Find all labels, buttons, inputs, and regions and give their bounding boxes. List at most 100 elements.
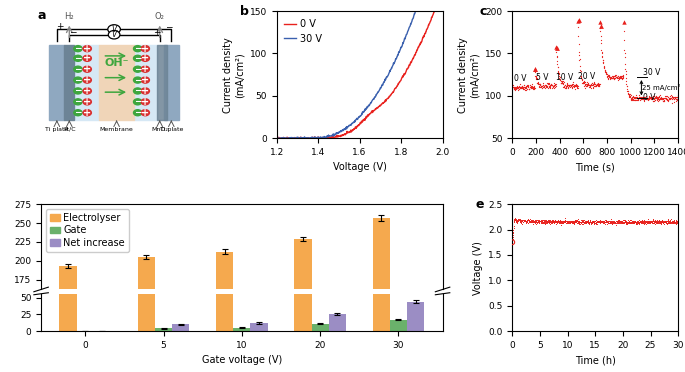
Point bbox=[529, 85, 540, 91]
Point bbox=[521, 87, 532, 93]
Point bbox=[540, 221, 551, 227]
Point bbox=[593, 218, 604, 224]
Point bbox=[586, 82, 597, 88]
Point bbox=[620, 65, 631, 71]
Point bbox=[589, 220, 600, 226]
Point bbox=[531, 75, 542, 81]
Point bbox=[551, 53, 562, 59]
Point bbox=[564, 83, 575, 89]
X-axis label: Time (h): Time (h) bbox=[575, 355, 616, 365]
Point bbox=[621, 221, 632, 227]
Point bbox=[511, 216, 522, 222]
Point bbox=[537, 83, 548, 89]
Point bbox=[518, 218, 529, 224]
Point bbox=[613, 217, 624, 223]
Point bbox=[523, 86, 534, 92]
Point bbox=[580, 82, 590, 88]
Point bbox=[649, 218, 660, 224]
Text: +: + bbox=[141, 75, 149, 85]
Point bbox=[614, 219, 625, 225]
Point bbox=[540, 82, 551, 88]
Point bbox=[545, 221, 556, 227]
Point bbox=[621, 81, 632, 87]
Point bbox=[630, 219, 641, 225]
Point bbox=[649, 95, 660, 101]
Point bbox=[545, 83, 556, 89]
Point bbox=[649, 97, 660, 103]
Point bbox=[512, 216, 523, 222]
Point bbox=[570, 219, 581, 225]
Point bbox=[580, 218, 591, 224]
Circle shape bbox=[83, 88, 91, 94]
Point bbox=[647, 220, 658, 226]
Point bbox=[527, 219, 538, 225]
Point bbox=[586, 219, 597, 225]
Point bbox=[625, 96, 636, 102]
Point bbox=[509, 84, 520, 90]
Point bbox=[611, 218, 622, 224]
Point bbox=[668, 218, 679, 224]
Point bbox=[660, 218, 671, 224]
Point bbox=[669, 219, 680, 225]
Text: b: b bbox=[240, 5, 249, 18]
Point bbox=[590, 219, 601, 225]
Point bbox=[555, 218, 566, 224]
Point bbox=[639, 220, 650, 226]
Point bbox=[647, 96, 658, 102]
Circle shape bbox=[134, 66, 142, 72]
Point bbox=[565, 84, 576, 90]
Point bbox=[515, 217, 526, 222]
Point bbox=[521, 83, 532, 89]
Point bbox=[523, 218, 534, 224]
Point bbox=[580, 219, 591, 225]
Point bbox=[646, 218, 657, 224]
Text: Membrane: Membrane bbox=[100, 126, 134, 132]
Point bbox=[534, 218, 545, 224]
30 V bbox=[353, 116, 361, 121]
Point bbox=[617, 73, 628, 78]
Point bbox=[653, 95, 664, 101]
Point bbox=[571, 218, 582, 224]
Point bbox=[575, 220, 586, 226]
Point bbox=[603, 218, 614, 224]
Point bbox=[588, 219, 599, 225]
Point bbox=[533, 219, 544, 225]
Point bbox=[608, 219, 619, 225]
Point bbox=[656, 96, 667, 102]
0 V bbox=[364, 114, 372, 119]
Point bbox=[647, 218, 658, 224]
Point bbox=[640, 219, 651, 225]
Point bbox=[571, 218, 582, 224]
Point bbox=[533, 81, 544, 87]
Point bbox=[570, 82, 581, 88]
Point bbox=[672, 218, 683, 224]
Point bbox=[536, 220, 547, 226]
Point bbox=[659, 218, 670, 224]
Point bbox=[519, 87, 530, 93]
Point bbox=[662, 219, 673, 225]
Point bbox=[522, 216, 533, 222]
Point bbox=[582, 81, 593, 87]
Bar bbox=[158, 45, 167, 120]
Point bbox=[529, 219, 540, 225]
Point bbox=[513, 217, 524, 223]
Point bbox=[553, 68, 564, 74]
Point bbox=[627, 218, 638, 224]
Point bbox=[611, 74, 622, 80]
Point bbox=[614, 219, 625, 225]
Point bbox=[616, 74, 627, 80]
Point bbox=[661, 221, 672, 227]
Text: +: + bbox=[83, 108, 91, 118]
Point bbox=[558, 218, 569, 224]
Point bbox=[648, 93, 659, 99]
Point bbox=[510, 215, 521, 221]
Point bbox=[618, 220, 629, 226]
Point bbox=[539, 219, 550, 225]
Point bbox=[562, 82, 573, 88]
Point bbox=[567, 84, 578, 90]
Point bbox=[654, 217, 665, 223]
Point bbox=[516, 219, 527, 225]
Point bbox=[577, 218, 588, 224]
Point bbox=[625, 219, 636, 225]
Point bbox=[612, 74, 623, 80]
